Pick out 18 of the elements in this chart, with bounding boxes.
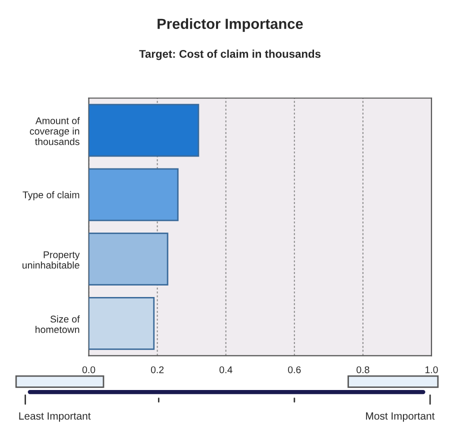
y-tick-label: Property uninhabitable [22, 251, 80, 269]
x-tick-label: 0.0 [82, 366, 96, 374]
y-tick-label: Size of hometown [36, 315, 80, 334]
bar [88, 297, 155, 350]
y-tick-label: Amount of coverage in thousands [30, 117, 80, 146]
x-tick-label: 0.8 [356, 366, 370, 374]
bar [88, 232, 168, 286]
chart-subtitle: Target: Cost of claim in thousands [139, 50, 321, 60]
x-tick-label: 0.2 [150, 366, 164, 374]
x-tick-label: 0.4 [219, 366, 232, 374]
x-tick-label: 1.0 [425, 366, 438, 374]
y-tick-label: Type of claim [22, 191, 80, 200]
x-tick-label: 0.6 [288, 366, 301, 374]
text: Most Important [366, 412, 435, 422]
text: Least Important [19, 412, 91, 422]
bar [88, 104, 200, 157]
chart-title: Predictor Importance [158, 18, 303, 32]
bar [88, 168, 179, 222]
